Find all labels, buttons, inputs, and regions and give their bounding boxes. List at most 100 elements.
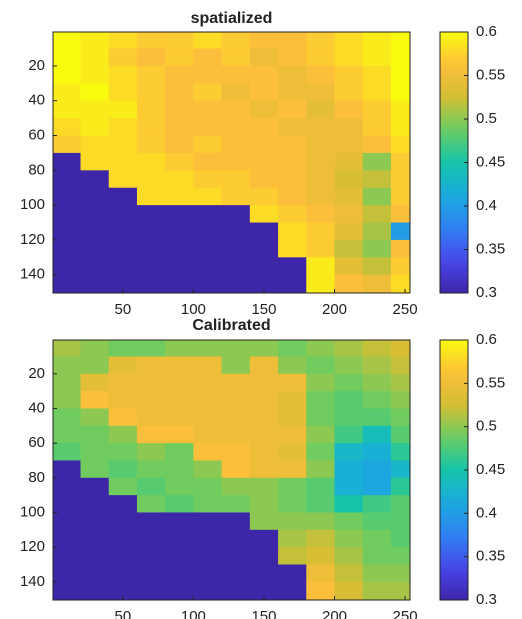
cell <box>278 65 307 84</box>
cell <box>278 152 307 171</box>
cell <box>108 257 138 276</box>
cell <box>306 425 336 444</box>
cell <box>278 443 307 461</box>
cell <box>193 83 223 102</box>
cell <box>193 32 223 50</box>
colorbar-tick-label: 0.3 <box>476 591 497 608</box>
cell <box>362 257 392 276</box>
cell <box>221 83 251 102</box>
cell <box>53 118 82 137</box>
cell <box>249 152 279 171</box>
cell <box>390 529 410 548</box>
cell <box>362 408 392 427</box>
cell <box>53 425 82 444</box>
cell <box>80 529 110 548</box>
cell <box>306 356 336 375</box>
cell <box>334 83 364 102</box>
cell <box>53 529 82 548</box>
cell <box>53 274 82 293</box>
cell <box>53 564 82 583</box>
cell <box>249 118 279 137</box>
cell <box>221 425 251 444</box>
cell <box>390 581 410 600</box>
y-tick-label: 80 <box>28 161 45 178</box>
cell <box>221 477 251 496</box>
cell <box>108 356 138 375</box>
cell <box>390 564 410 583</box>
cell <box>108 443 138 461</box>
cell <box>278 408 307 427</box>
cell <box>221 529 251 548</box>
cell <box>306 373 336 392</box>
cell <box>80 83 110 102</box>
cell <box>334 205 364 224</box>
y-tick-label: 100 <box>20 196 45 213</box>
cell <box>165 564 194 583</box>
cell <box>334 170 364 189</box>
cell <box>53 152 82 171</box>
cell <box>334 239 364 258</box>
cell <box>249 170 279 189</box>
cell <box>390 170 410 189</box>
cell <box>306 222 336 241</box>
cell <box>278 512 307 531</box>
cell <box>193 118 223 137</box>
cell <box>221 152 251 171</box>
cell <box>221 373 251 392</box>
cell <box>108 48 138 67</box>
cell <box>193 239 223 258</box>
cell <box>53 100 82 119</box>
cell <box>390 118 410 137</box>
cell <box>278 118 307 137</box>
cell <box>278 83 307 102</box>
cell <box>362 547 392 565</box>
cell <box>165 529 194 548</box>
cell <box>390 187 410 206</box>
cell <box>221 512 251 531</box>
cell <box>249 32 279 50</box>
cell <box>80 205 110 224</box>
cell <box>221 100 251 119</box>
cell <box>306 135 336 154</box>
cell <box>334 408 364 427</box>
cell <box>362 135 392 154</box>
cell <box>193 564 223 583</box>
cell <box>334 222 364 241</box>
cell <box>136 425 166 444</box>
cell <box>362 443 392 461</box>
cell <box>390 460 410 479</box>
cell <box>278 581 307 600</box>
cell <box>306 443 336 461</box>
colorbar-tick-label: 0.5 <box>476 110 497 127</box>
cell <box>334 529 364 548</box>
cell <box>362 495 392 513</box>
cell <box>334 425 364 444</box>
cell <box>80 460 110 479</box>
x-tick-label: 200 <box>322 608 347 619</box>
colorbar-tick-label: 0.6 <box>476 23 497 40</box>
cell <box>278 391 307 409</box>
y-tick-label: 60 <box>28 434 45 451</box>
cell <box>108 373 138 392</box>
x-tick-label: 250 <box>393 301 418 318</box>
cell <box>278 239 307 258</box>
colorbar-tick-label: 0.35 <box>476 240 505 257</box>
cell <box>53 32 82 50</box>
cell <box>165 170 194 189</box>
cell <box>390 83 410 102</box>
cell <box>390 257 410 276</box>
cell <box>193 443 223 461</box>
cell <box>249 187 279 206</box>
cell <box>80 32 110 50</box>
cell <box>249 581 279 600</box>
heatmap <box>53 32 410 293</box>
chart-title: Calibrated <box>192 317 270 334</box>
y-tick-label: 20 <box>28 365 45 382</box>
axes-box <box>52 339 411 601</box>
cell <box>390 32 410 50</box>
cell <box>362 391 392 409</box>
cell <box>390 152 410 171</box>
cell <box>193 581 223 600</box>
cell <box>278 373 307 392</box>
cell <box>390 48 410 67</box>
